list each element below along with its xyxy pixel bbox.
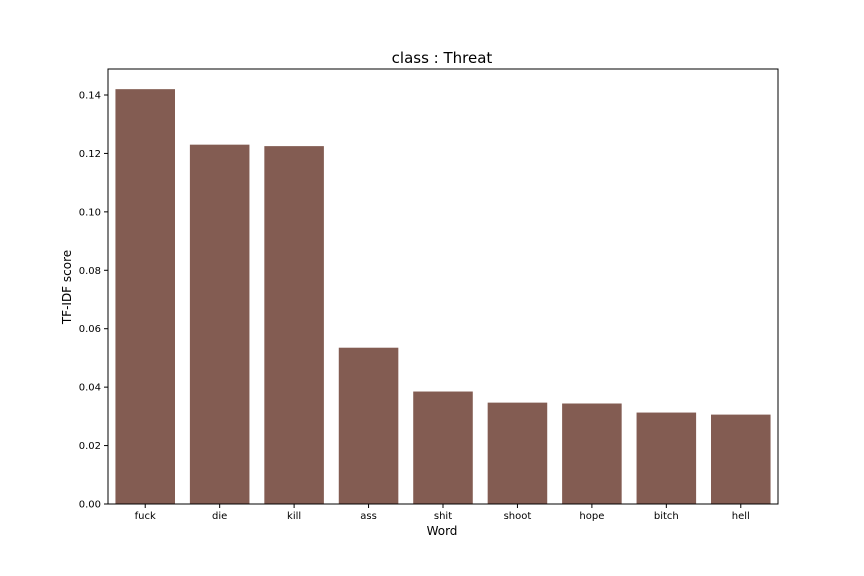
x-tick-label: bitch <box>654 511 679 522</box>
bars-group <box>115 89 771 505</box>
y-axis-label: TF-IDF score <box>60 250 74 325</box>
y-tick-label: 0.02 <box>79 441 101 452</box>
x-tick-label: fuck <box>135 511 156 522</box>
y-tick-label: 0.10 <box>79 207 101 218</box>
bar-bitch <box>636 412 697 504</box>
bar-die <box>189 144 250 505</box>
x-axis-label: Word <box>427 524 458 538</box>
y-tick-label: 0.06 <box>79 324 101 335</box>
bar-shoot <box>487 402 548 504</box>
x-tick-label: kill <box>287 511 301 522</box>
bar-ass <box>338 347 399 504</box>
y-tick-label: 0.00 <box>79 500 101 511</box>
y-tick-label: 0.04 <box>79 383 101 394</box>
x-tick-label: hell <box>732 511 750 522</box>
plot-frame <box>107 68 779 505</box>
x-tick-label: shoot <box>504 511 532 522</box>
bar-hell <box>711 414 771 504</box>
x-tick-label: die <box>212 511 227 522</box>
x-tick-label: ass <box>360 511 377 522</box>
y-tick-label: 0.08 <box>79 266 101 277</box>
x-tick-label: shit <box>434 511 452 522</box>
y-tick-label: 0.14 <box>79 91 101 102</box>
bar-shit <box>413 391 473 504</box>
chart-title: class : Threat <box>392 49 493 67</box>
y-axis-ticks: 0.00 0.02 0.04 0.06 0.08 0.10 0.12 0.14 <box>79 91 108 511</box>
x-axis-ticks: fuck die kill ass shit shoot hope bitch hell <box>135 504 750 522</box>
x-tick-label: hope <box>579 511 604 522</box>
y-tick-label: 0.12 <box>79 149 101 160</box>
bar-fuck <box>115 89 175 504</box>
bar-kill <box>264 146 324 504</box>
bar-hope <box>562 403 622 504</box>
